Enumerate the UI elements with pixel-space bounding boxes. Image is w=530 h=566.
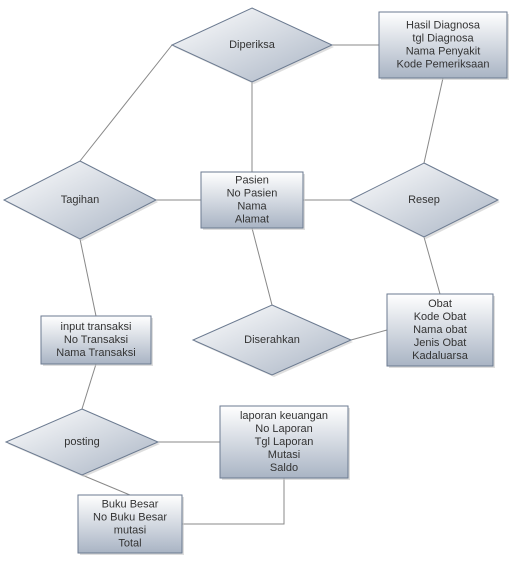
node-obat-line-4: Kadaluarsa	[412, 350, 469, 362]
node-input: input transaksiNo TransaksiNama Transaks…	[41, 316, 153, 366]
node-input-line-1: No Transaksi	[64, 334, 128, 346]
edge-hasil-resep	[424, 78, 443, 163]
node-obat-line-0: Obat	[428, 298, 452, 310]
node-tagihan-line-0: Tagihan	[61, 194, 100, 206]
node-diserahkan: Diserahkan	[193, 305, 353, 377]
node-resep: Resep	[350, 163, 500, 239]
node-diperiksa: Diperiksa	[172, 8, 334, 84]
node-obat: ObatKode ObatNama obatJenis ObatKadaluar…	[387, 294, 495, 368]
node-hasil-line-3: Kode Pemeriksaan	[397, 58, 490, 70]
node-resep-line-0: Resep	[408, 194, 440, 206]
node-hasil-line-0: Hasil Diagnosa	[406, 19, 481, 31]
edge-diserahkan-obat	[351, 330, 387, 340]
node-obat-line-1: Kode Obat	[414, 311, 467, 323]
node-buku: Buku BesarNo Buku BesarmutasiTotal	[78, 495, 184, 555]
node-diserahkan-line-0: Diserahkan	[244, 334, 300, 346]
node-pasien-line-1: No Pasien	[227, 187, 278, 199]
node-posting: posting	[6, 409, 160, 477]
edge-resep-obat	[424, 237, 440, 294]
node-hasil-line-2: Nama Penyakit	[406, 45, 481, 57]
node-hasil-line-1: tgl Diagnosa	[412, 32, 474, 44]
node-buku-line-1: No Buku Besar	[93, 511, 167, 523]
node-laporan: laporan keuanganNo LaporanTgl LaporanMut…	[220, 406, 350, 480]
edge-input-posting	[82, 364, 96, 409]
edge-tagihan-input	[80, 239, 96, 316]
node-buku-line-3: Total	[118, 537, 141, 549]
node-buku-line-0: Buku Besar	[102, 498, 159, 510]
node-pasien-line-3: Alamat	[235, 213, 269, 225]
edge-diperiksa-tagihan	[80, 45, 172, 161]
node-posting-line-0: posting	[64, 436, 99, 448]
node-laporan-line-0: laporan keuangan	[240, 410, 328, 422]
node-input-line-2: Nama Transaksi	[56, 347, 135, 359]
edge-pasien-diserahkan	[252, 228, 272, 305]
node-pasien-line-2: Nama	[237, 200, 267, 212]
node-laporan-line-4: Saldo	[270, 462, 298, 474]
node-laporan-line-2: Tgl Laporan	[255, 436, 314, 448]
node-obat-line-2: Nama obat	[413, 324, 467, 336]
node-tagihan: Tagihan	[4, 161, 158, 241]
node-input-line-0: input transaksi	[61, 321, 132, 333]
node-diperiksa-line-0: Diperiksa	[229, 39, 276, 51]
node-pasien: PasienNo PasienNamaAlamat	[201, 172, 305, 230]
node-hasil: Hasil Diagnosatgl DiagnosaNama PenyakitK…	[379, 12, 509, 80]
node-buku-line-2: mutasi	[114, 524, 146, 536]
node-pasien-line-0: Pasien	[235, 174, 269, 186]
node-obat-line-3: Jenis Obat	[414, 337, 467, 349]
node-laporan-line-1: No Laporan	[255, 423, 313, 435]
er-diagram: DiperiksaHasil Diagnosatgl DiagnosaNama …	[0, 0, 530, 566]
nodes: DiperiksaHasil Diagnosatgl DiagnosaNama …	[4, 8, 509, 555]
edge-buku-laporan	[182, 478, 284, 524]
node-laporan-line-3: Mutasi	[268, 449, 300, 461]
edge-posting-buku	[82, 475, 130, 495]
